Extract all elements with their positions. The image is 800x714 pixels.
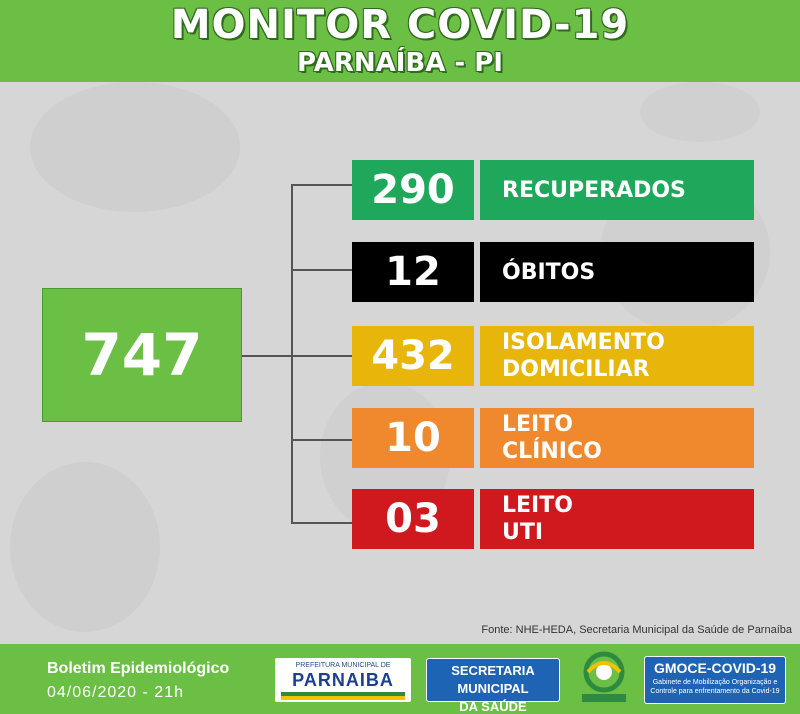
page-subtitle: PARNAÍBA - PI [297, 48, 503, 78]
secretaria-logo-line1: SECRETARIA MUNICIPAL [451, 663, 535, 696]
leito-clinico-label-line2: CLÍNICO [502, 439, 602, 464]
page-title: MONITOR COVID-19 [170, 2, 630, 48]
leito-clinico-label: LEITO CLÍNICO [480, 408, 754, 468]
row-isolamento: 432 ISOLAMENTO DOMICILIAR [352, 326, 754, 386]
isolamento-value: 432 [352, 326, 474, 386]
isolamento-label-line2: DOMICILIAR [502, 357, 650, 382]
row-recuperados: 290 RECUPERADOS [352, 160, 754, 220]
isolamento-label: ISOLAMENTO DOMICILIAR [480, 326, 754, 386]
logo-stripe [281, 692, 405, 696]
gmoce-logo-subtitle: Gabinete de Mobilização Organização e Co… [650, 679, 780, 695]
obitos-value: 12 [352, 242, 474, 302]
recuperados-value: 290 [352, 160, 474, 220]
leito-uti-label: LEITO UTI [480, 489, 754, 549]
logo-stripe [281, 696, 405, 700]
leito-uti-label-line1: LEITO [502, 493, 573, 518]
connector-line [291, 439, 352, 441]
header-banner: MONITOR COVID-19 PARNAÍBA - PI [0, 0, 800, 82]
leito-uti-value: 03 [352, 489, 474, 549]
secretaria-logo: SECRETARIA MUNICIPAL DA SAÚDE [426, 658, 560, 714]
connector-line [291, 269, 352, 271]
prefeitura-logo-small: PREFEITURA MUNICIPAL DE [295, 662, 391, 669]
main-panel: 747 290 RECUPERADOS 12 ÓBITOS 432 ISOLAM… [0, 82, 800, 644]
total-cases-box: 747 [42, 288, 242, 422]
leito-uti-label-line2: UTI [502, 520, 544, 545]
virus-background-icon [10, 462, 160, 632]
leito-clinico-label-line1: LEITO [502, 412, 573, 437]
virus-background-icon [640, 82, 760, 142]
connector-line [242, 355, 292, 357]
bulletin-date: 04/06/2020 - 21h [47, 684, 184, 701]
leito-clinico-value: 10 [352, 408, 474, 468]
isolamento-label-line1: ISOLAMENTO [502, 330, 665, 355]
gmoce-logo: GMOCE-COVID-19 Gabinete de Mobilização O… [644, 656, 786, 704]
recuperados-label-line1: RECUPERADOS [502, 177, 686, 203]
connector-line [291, 184, 293, 524]
obitos-label: ÓBITOS [480, 242, 754, 302]
bulletin-title: Boletim Epidemiológico [47, 660, 230, 677]
connector-line [291, 355, 352, 357]
footer-banner: Boletim Epidemiológico 04/06/2020 - 21h … [0, 644, 800, 714]
gmoce-logo-title: GMOCE-COVID-19 [653, 660, 777, 676]
connector-line [291, 184, 352, 186]
row-leito-uti: 03 LEITO UTI [352, 489, 754, 549]
secretaria-logo-line2: DA SAÚDE [459, 699, 527, 714]
source-note: Fonte: NHE-HEDA, Secretaria Municipal da… [481, 624, 792, 636]
row-leito-clinico: 10 LEITO CLÍNICO [352, 408, 754, 468]
virus-background-icon [30, 82, 240, 212]
recuperados-label: RECUPERADOS [480, 160, 754, 220]
emblem-logo [578, 650, 630, 706]
emblem-icon [582, 651, 626, 702]
obitos-label-line1: ÓBITOS [502, 259, 596, 285]
row-obitos: 12 ÓBITOS [352, 242, 754, 302]
connector-line [291, 522, 352, 524]
prefeitura-logo-name: PARNAIBA [292, 670, 394, 690]
prefeitura-logo: PREFEITURA MUNICIPAL DE PARNAIBA [275, 658, 411, 702]
